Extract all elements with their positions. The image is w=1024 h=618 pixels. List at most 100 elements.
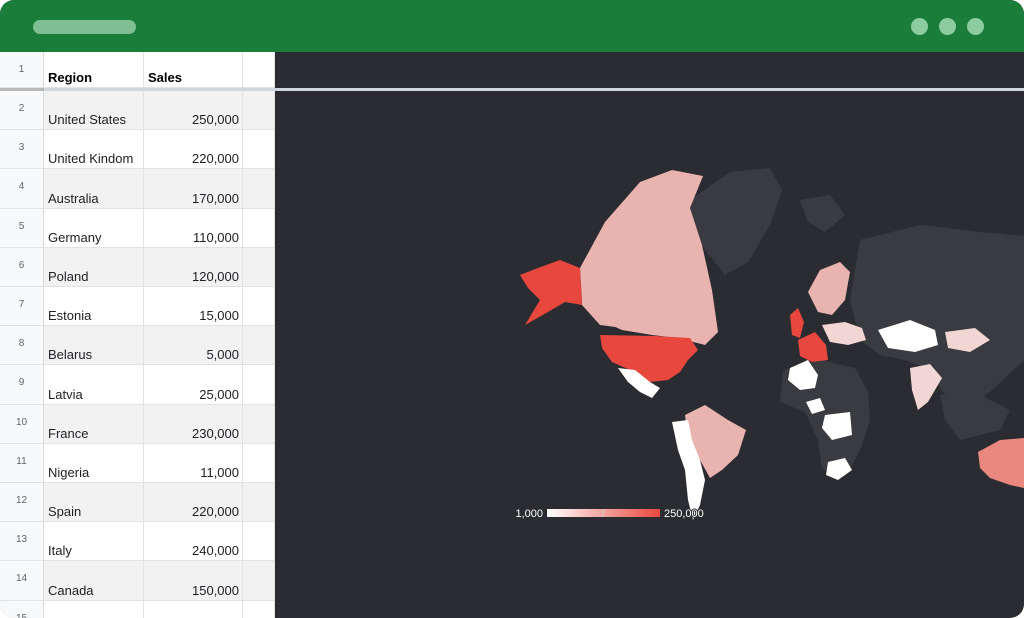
region-scandinavia[interactable] bbox=[808, 262, 850, 315]
row-number[interactable]: 10 bbox=[0, 404, 44, 444]
region-cell[interactable] bbox=[44, 600, 144, 618]
region-cell[interactable]: Estonia bbox=[44, 287, 144, 327]
empty-cell[interactable] bbox=[243, 130, 275, 170]
sales-cell[interactable]: 11,000 bbox=[144, 443, 243, 483]
empty-cell[interactable] bbox=[243, 522, 275, 562]
sales-cell[interactable]: 230,000 bbox=[144, 404, 243, 444]
sales-cell[interactable]: 220,000 bbox=[144, 130, 243, 170]
region-southeast-asia[interactable] bbox=[940, 395, 1010, 440]
row-number[interactable]: 1 bbox=[0, 52, 44, 88]
region-cell[interactable]: Nigeria bbox=[44, 443, 144, 483]
row-number[interactable]: 4 bbox=[0, 169, 44, 209]
region-brazil[interactable] bbox=[685, 405, 746, 478]
region-cell[interactable]: United Kindom bbox=[44, 130, 144, 170]
legend-max-label: 250,000 bbox=[664, 508, 704, 520]
empty-cell[interactable] bbox=[243, 91, 275, 131]
region-india[interactable] bbox=[910, 364, 942, 410]
region-central-africa[interactable] bbox=[822, 412, 852, 440]
region-greenland[interactable] bbox=[690, 168, 782, 275]
sales-cell[interactable]: 5,000 bbox=[144, 326, 243, 366]
table-row: 8 Belarus 5,000 bbox=[0, 326, 275, 366]
region-united-states[interactable] bbox=[600, 335, 698, 382]
spreadsheet: 1 Region Sales 2 United States 250,000 3 Uni… bbox=[0, 52, 275, 618]
row-number[interactable]: 11 bbox=[0, 443, 44, 483]
row-number[interactable]: 9 bbox=[0, 365, 44, 405]
header-sales[interactable]: Sales bbox=[144, 52, 243, 88]
row-number[interactable]: 14 bbox=[0, 561, 44, 601]
region-france[interactable] bbox=[798, 332, 828, 362]
region-asia[interactable] bbox=[850, 225, 1024, 412]
region-kazakhstan[interactable] bbox=[878, 320, 938, 352]
row-number[interactable]: 12 bbox=[0, 483, 44, 523]
sales-cell[interactable]: 240,000 bbox=[144, 522, 243, 562]
empty-cell[interactable] bbox=[243, 52, 275, 88]
region-svalbard[interactable] bbox=[800, 195, 845, 232]
table-row: 10 France 230,000 bbox=[0, 404, 275, 444]
sales-cell[interactable]: 120,000 bbox=[144, 247, 243, 287]
region-nigeria[interactable] bbox=[806, 398, 825, 414]
row-number[interactable]: 13 bbox=[0, 522, 44, 562]
empty-cell[interactable] bbox=[243, 208, 275, 248]
region-algeria[interactable] bbox=[788, 360, 818, 390]
empty-cell[interactable] bbox=[243, 287, 275, 327]
header-row: 1 Region Sales bbox=[0, 52, 275, 88]
table-row: 4 Australia 170,000 bbox=[0, 169, 275, 209]
sales-cell[interactable]: 110,000 bbox=[144, 208, 243, 248]
region-cell[interactable]: France bbox=[44, 404, 144, 444]
empty-cell[interactable] bbox=[243, 561, 275, 601]
region-cell[interactable]: Spain bbox=[44, 483, 144, 523]
table-row: 6 Poland 120,000 bbox=[0, 247, 275, 287]
empty-cell[interactable] bbox=[243, 600, 275, 618]
sales-cell[interactable]: 170,000 bbox=[144, 169, 243, 209]
region-cell[interactable]: Poland bbox=[44, 247, 144, 287]
region-cell[interactable]: Italy bbox=[44, 522, 144, 562]
table-row: 15 bbox=[0, 600, 275, 618]
sales-cell[interactable]: 15,000 bbox=[144, 287, 243, 327]
window-control-dot[interactable] bbox=[967, 18, 984, 35]
region-south-america-west[interactable] bbox=[672, 420, 705, 520]
sales-cell[interactable]: 25,000 bbox=[144, 365, 243, 405]
row-number[interactable]: 3 bbox=[0, 130, 44, 170]
region-united-kingdom[interactable] bbox=[790, 308, 804, 338]
empty-cell[interactable] bbox=[243, 365, 275, 405]
empty-cell[interactable] bbox=[243, 443, 275, 483]
region-cell[interactable]: Belarus bbox=[44, 326, 144, 366]
sales-cell[interactable]: 150,000 bbox=[144, 561, 243, 601]
legend-min-label: 1,000 bbox=[515, 508, 543, 520]
header-region[interactable]: Region bbox=[44, 52, 144, 88]
region-south-africa[interactable] bbox=[826, 458, 852, 480]
row-number[interactable]: 8 bbox=[0, 326, 44, 366]
sales-cell[interactable] bbox=[144, 600, 243, 618]
region-australia[interactable] bbox=[978, 438, 1024, 488]
data-regions bbox=[520, 170, 1024, 520]
table-row: 13 Italy 240,000 bbox=[0, 522, 275, 562]
region-cell[interactable]: Germany bbox=[44, 208, 144, 248]
region-poland[interactable] bbox=[822, 322, 866, 345]
empty-cell[interactable] bbox=[243, 483, 275, 523]
region-mexico[interactable] bbox=[618, 368, 660, 398]
region-mongolia[interactable] bbox=[945, 328, 990, 352]
empty-cell[interactable] bbox=[243, 247, 275, 287]
empty-cell[interactable] bbox=[243, 326, 275, 366]
row-number[interactable]: 7 bbox=[0, 287, 44, 327]
window-control-dot[interactable] bbox=[939, 18, 956, 35]
region-alaska[interactable] bbox=[520, 260, 582, 325]
window-control-dot[interactable] bbox=[911, 18, 928, 35]
region-canada-south[interactable] bbox=[582, 268, 712, 340]
row-number[interactable]: 6 bbox=[0, 247, 44, 287]
region-cell[interactable]: United States bbox=[44, 91, 144, 131]
empty-cell[interactable] bbox=[243, 169, 275, 209]
row-number[interactable]: 5 bbox=[0, 208, 44, 248]
region-cell[interactable]: Canada bbox=[44, 561, 144, 601]
row-number[interactable]: 2 bbox=[0, 91, 44, 131]
sales-cell[interactable]: 250,000 bbox=[144, 91, 243, 131]
region-cell[interactable]: Latvia bbox=[44, 365, 144, 405]
sales-cell[interactable]: 220,000 bbox=[144, 483, 243, 523]
geo-map-chart: 1,000 250,000 bbox=[275, 91, 1024, 618]
frozen-row-divider bbox=[0, 88, 1024, 91]
frozen-row-divider-left bbox=[0, 88, 44, 91]
row-number[interactable]: 15 bbox=[0, 600, 44, 618]
table-row: 5 Germany 110,000 bbox=[0, 208, 275, 248]
region-cell[interactable]: Australia bbox=[44, 169, 144, 209]
empty-cell[interactable] bbox=[243, 404, 275, 444]
